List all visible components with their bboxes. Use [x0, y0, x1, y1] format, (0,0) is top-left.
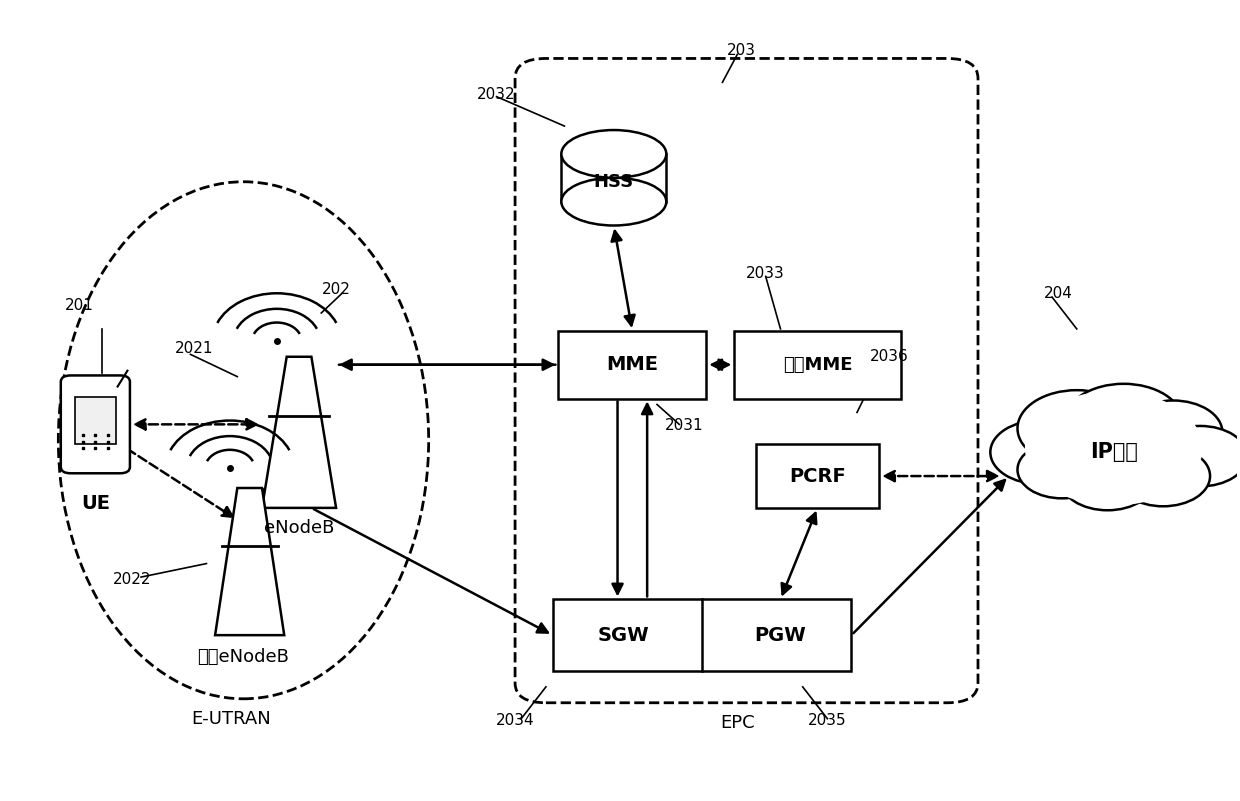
Ellipse shape [1039, 456, 1053, 465]
Text: eNodeB: eNodeB [264, 519, 335, 537]
Ellipse shape [999, 409, 1228, 488]
Text: 2034: 2034 [496, 713, 534, 728]
Polygon shape [262, 356, 336, 508]
Polygon shape [562, 154, 666, 202]
Circle shape [1064, 384, 1183, 460]
FancyBboxPatch shape [553, 599, 852, 671]
FancyBboxPatch shape [734, 331, 900, 399]
Ellipse shape [562, 178, 666, 226]
FancyBboxPatch shape [756, 445, 879, 508]
Circle shape [1018, 441, 1106, 498]
Circle shape [1025, 391, 1203, 505]
Text: 202: 202 [321, 282, 351, 296]
Text: HSS: HSS [594, 173, 634, 191]
Text: IP业务: IP业务 [1091, 443, 1136, 461]
Text: PGW: PGW [755, 626, 806, 645]
Text: IP业务: IP业务 [1090, 442, 1138, 462]
Text: 2031: 2031 [665, 418, 703, 433]
Text: PCRF: PCRF [789, 466, 846, 485]
Text: 2032: 2032 [477, 87, 516, 102]
Text: 2036: 2036 [869, 349, 909, 364]
FancyBboxPatch shape [61, 376, 130, 473]
Text: 203: 203 [727, 43, 755, 58]
Circle shape [1116, 446, 1210, 506]
Text: 2022: 2022 [113, 572, 151, 587]
Ellipse shape [1084, 472, 1095, 477]
Circle shape [1123, 400, 1223, 464]
FancyBboxPatch shape [74, 396, 115, 445]
Text: 2035: 2035 [808, 713, 847, 728]
FancyBboxPatch shape [558, 331, 707, 399]
Circle shape [1060, 450, 1154, 510]
Text: UE: UE [81, 494, 110, 513]
Text: 2021: 2021 [175, 341, 213, 356]
Ellipse shape [1179, 453, 1192, 460]
Text: MME: MME [606, 355, 658, 374]
Text: 204: 204 [1044, 286, 1073, 300]
Ellipse shape [1138, 433, 1151, 441]
Text: 201: 201 [64, 297, 94, 312]
Circle shape [1018, 390, 1136, 466]
Polygon shape [215, 488, 284, 635]
Ellipse shape [562, 130, 666, 178]
Circle shape [1153, 426, 1240, 486]
Text: SGW: SGW [598, 626, 650, 645]
Text: EPC: EPC [720, 714, 755, 731]
Text: 其它eNodeB: 其它eNodeB [197, 648, 289, 666]
Text: 其它MME: 其它MME [782, 356, 852, 374]
Circle shape [991, 421, 1089, 484]
Ellipse shape [1081, 428, 1096, 437]
Ellipse shape [1132, 469, 1145, 475]
Text: 2033: 2033 [746, 266, 785, 280]
Text: E-UTRAN: E-UTRAN [191, 710, 272, 727]
